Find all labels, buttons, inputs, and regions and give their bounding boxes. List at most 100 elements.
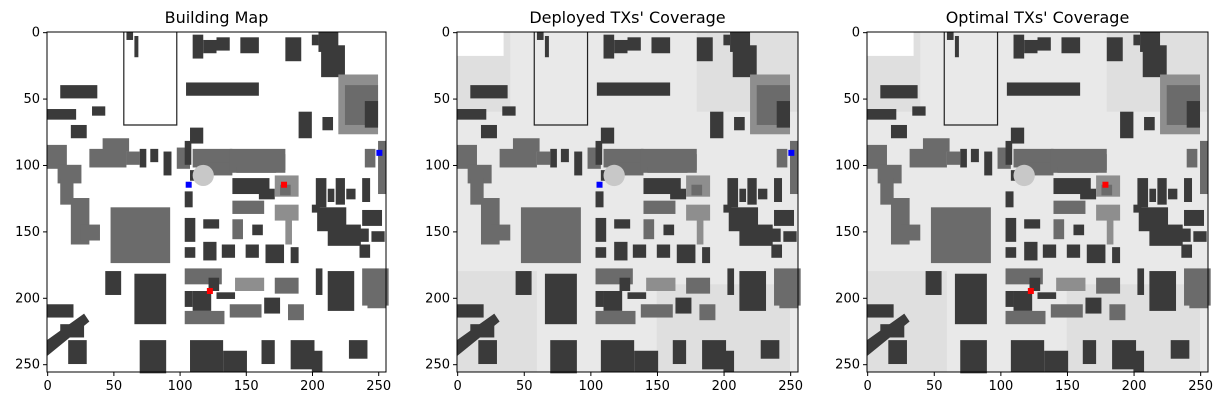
building [710,111,724,139]
building [1013,290,1033,311]
building [560,148,569,163]
y-tick-label: 250 [425,358,450,373]
building [311,350,323,372]
building [776,148,788,168]
x-tick-label: 100 [578,379,603,394]
building [627,292,647,299]
building [285,211,292,245]
building [364,101,379,128]
building [203,241,217,261]
building [1010,127,1025,144]
x-tick-label: 150 [1055,379,1080,394]
building [1005,290,1014,307]
building [867,304,894,318]
building [126,32,134,40]
building [47,144,67,169]
building [89,148,127,168]
lot-outline [533,32,589,126]
building [702,247,711,264]
building [1085,297,1102,314]
building [1005,191,1014,208]
building [1106,37,1123,62]
building [223,350,247,372]
building [1061,37,1081,54]
building [614,39,628,54]
building [614,219,631,229]
x-tick-label: 100 [988,379,1013,394]
panel-title-building-map: Building Map [164,8,269,27]
building [574,151,583,176]
building [470,178,484,205]
building [675,297,692,314]
y-tick-label: 200 [15,291,40,306]
building [727,268,735,295]
building [1186,148,1198,168]
building [600,340,635,372]
building [192,290,212,311]
building [236,166,277,173]
tx-marker [206,287,213,294]
panel-deployed: 0 50 100 150 200 250 0 50 100 150 200 250 [425,26,803,394]
building [1137,178,1149,208]
building [663,224,675,236]
building [1066,244,1081,258]
building [208,277,220,291]
building [544,273,577,325]
building [1090,154,1107,171]
building [1005,247,1017,258]
building [1184,178,1193,202]
building [1170,340,1190,359]
y-tick-label: 0 [852,26,860,41]
building [1006,82,1081,96]
building [470,85,508,99]
building [134,35,139,58]
building [184,290,193,307]
building [1133,204,1142,213]
building [80,224,100,241]
building [758,188,768,200]
building [269,154,286,171]
building [163,151,172,176]
building [60,85,98,99]
building [723,350,735,372]
building [732,45,757,78]
x-tick-label: 250 [778,379,803,394]
building [1189,294,1208,309]
building [656,244,671,258]
building [1050,304,1083,318]
building [229,304,262,318]
building [184,217,196,242]
building [1005,140,1013,165]
building [502,106,516,116]
x-tick-label: 200 [1122,379,1147,394]
building [954,273,987,325]
building [783,231,797,242]
building [311,204,320,213]
building [634,350,659,372]
tx-marker [281,181,288,188]
building [371,231,385,242]
building [1120,111,1134,139]
building [216,37,230,51]
building [216,292,236,299]
building [600,127,615,144]
building [190,340,224,372]
building [280,184,291,196]
building [322,117,334,131]
y-tick-label: 250 [835,358,860,373]
building [457,304,484,318]
building [102,138,130,152]
building [550,340,577,374]
building [912,106,926,116]
y-tick-label: 150 [835,225,860,240]
building [627,37,641,51]
y-tick-label: 200 [835,291,860,306]
building [1024,39,1038,54]
building [1013,34,1025,59]
tx-marker [788,149,795,156]
building [680,154,697,171]
building [670,188,687,200]
building [288,304,304,321]
y-tick-label: 250 [15,358,40,373]
building [954,35,959,58]
